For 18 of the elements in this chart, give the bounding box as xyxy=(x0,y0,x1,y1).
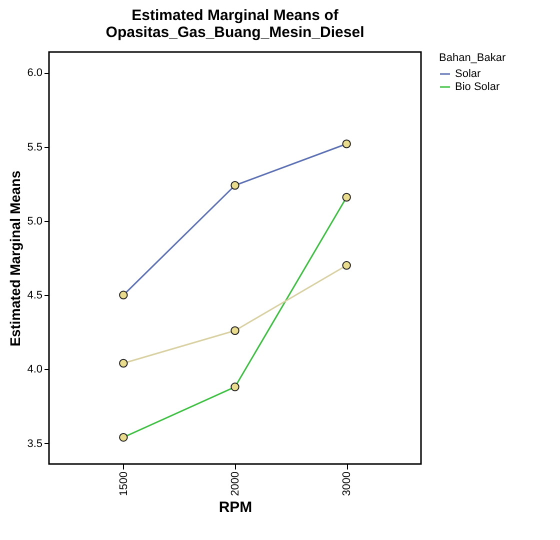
y-tick-label: 5.0 xyxy=(27,215,42,228)
legend-label: Solar xyxy=(455,68,482,80)
y-tick-label: 4.5 xyxy=(27,290,42,302)
x-tick-label: 3000 xyxy=(341,472,354,496)
y-tick-label: 3.5 xyxy=(27,438,42,450)
y-tick-label: 5.5 xyxy=(27,141,42,154)
point xyxy=(230,326,240,335)
y-tick-label: 6.0 xyxy=(27,67,42,80)
legend-title: Bahan_Bakar xyxy=(439,52,506,64)
y-axis-title: Estimated Marginal Means xyxy=(7,170,24,346)
y-tick-label: 4.0 xyxy=(27,364,42,376)
legend-label: Bio Solar xyxy=(455,81,500,93)
point xyxy=(119,358,128,368)
x-tick-label: 2000 xyxy=(230,472,242,496)
x-axis-title: RPM xyxy=(218,498,252,516)
x-tick-label: 1500 xyxy=(118,472,130,496)
point xyxy=(342,261,351,270)
chart-title: Estimated Marginal Means of Opasitas_Gas_Buang_Mesin_Diesel xyxy=(106,7,364,41)
